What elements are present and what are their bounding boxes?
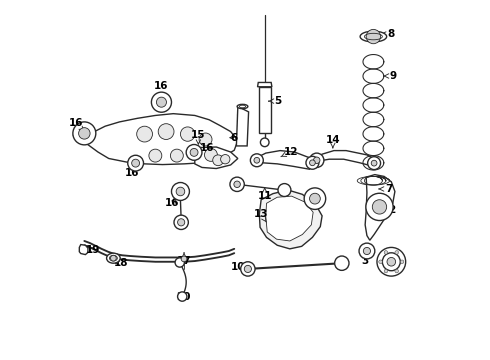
Circle shape xyxy=(278,184,291,197)
Circle shape xyxy=(128,155,144,171)
Text: 19: 19 xyxy=(85,245,100,255)
Circle shape xyxy=(204,148,218,161)
Circle shape xyxy=(175,258,184,267)
Circle shape xyxy=(368,157,381,170)
Circle shape xyxy=(359,243,375,259)
Circle shape xyxy=(149,149,162,162)
Circle shape xyxy=(384,269,388,273)
Text: 9: 9 xyxy=(384,71,396,81)
Text: 13: 13 xyxy=(254,210,269,222)
Circle shape xyxy=(111,255,116,261)
Circle shape xyxy=(250,154,263,167)
Circle shape xyxy=(384,251,388,254)
Circle shape xyxy=(177,292,187,301)
Text: 16: 16 xyxy=(125,165,139,178)
Circle shape xyxy=(382,253,400,271)
Circle shape xyxy=(395,251,398,254)
Circle shape xyxy=(366,30,381,44)
Circle shape xyxy=(73,122,96,145)
Circle shape xyxy=(310,193,320,204)
Circle shape xyxy=(366,193,393,221)
Circle shape xyxy=(387,257,395,266)
Circle shape xyxy=(78,128,90,139)
Circle shape xyxy=(314,157,320,163)
Circle shape xyxy=(176,187,185,196)
Text: 6: 6 xyxy=(230,133,238,143)
Circle shape xyxy=(151,92,172,112)
Text: 16: 16 xyxy=(195,143,215,153)
Circle shape xyxy=(213,155,223,166)
Text: 7: 7 xyxy=(379,184,392,194)
Circle shape xyxy=(377,247,406,276)
Text: 16: 16 xyxy=(153,81,168,97)
Polygon shape xyxy=(236,107,248,146)
Circle shape xyxy=(137,126,152,142)
Text: 10: 10 xyxy=(231,262,248,272)
Text: 8: 8 xyxy=(381,29,394,39)
Circle shape xyxy=(254,157,260,163)
Ellipse shape xyxy=(360,31,387,42)
Polygon shape xyxy=(316,150,377,166)
Polygon shape xyxy=(365,175,395,240)
Ellipse shape xyxy=(107,253,120,263)
Circle shape xyxy=(180,127,195,141)
Circle shape xyxy=(306,156,319,169)
Circle shape xyxy=(174,215,188,229)
Text: 3: 3 xyxy=(362,253,369,266)
Circle shape xyxy=(379,260,382,264)
Circle shape xyxy=(177,219,185,226)
Circle shape xyxy=(241,262,255,276)
Circle shape xyxy=(335,256,349,270)
Circle shape xyxy=(181,256,187,262)
Text: 2: 2 xyxy=(386,206,395,216)
Circle shape xyxy=(304,188,326,210)
Text: 11: 11 xyxy=(257,188,272,201)
Text: 20: 20 xyxy=(176,292,191,302)
Text: 18: 18 xyxy=(114,258,128,268)
Circle shape xyxy=(190,148,198,156)
Text: 15: 15 xyxy=(191,130,206,144)
Text: 1: 1 xyxy=(393,259,405,269)
Circle shape xyxy=(158,124,174,139)
Circle shape xyxy=(371,160,377,166)
Circle shape xyxy=(372,200,387,214)
Circle shape xyxy=(171,149,183,162)
Polygon shape xyxy=(79,244,88,255)
Circle shape xyxy=(364,247,370,255)
Text: 5: 5 xyxy=(269,96,282,106)
Polygon shape xyxy=(256,150,314,169)
Circle shape xyxy=(260,138,269,147)
Ellipse shape xyxy=(109,255,117,261)
Circle shape xyxy=(234,181,240,188)
Circle shape xyxy=(310,153,324,167)
Polygon shape xyxy=(258,82,272,87)
Text: 16: 16 xyxy=(69,118,84,131)
Ellipse shape xyxy=(239,105,245,108)
Text: 16: 16 xyxy=(165,198,180,208)
Text: 12: 12 xyxy=(281,147,298,157)
Circle shape xyxy=(199,133,212,146)
Circle shape xyxy=(310,160,315,166)
Text: 14: 14 xyxy=(325,135,340,148)
Polygon shape xyxy=(84,114,238,165)
Ellipse shape xyxy=(237,104,248,109)
Polygon shape xyxy=(195,147,238,168)
Text: 4: 4 xyxy=(317,194,324,204)
Circle shape xyxy=(172,183,190,201)
Circle shape xyxy=(156,97,167,107)
Circle shape xyxy=(220,154,230,164)
Circle shape xyxy=(230,177,245,192)
Circle shape xyxy=(400,260,404,264)
Circle shape xyxy=(132,159,140,167)
Circle shape xyxy=(395,269,398,273)
Circle shape xyxy=(245,265,251,273)
Text: 17: 17 xyxy=(177,253,192,266)
Polygon shape xyxy=(259,190,322,249)
Circle shape xyxy=(186,144,202,160)
Polygon shape xyxy=(259,87,271,134)
Polygon shape xyxy=(266,196,313,241)
